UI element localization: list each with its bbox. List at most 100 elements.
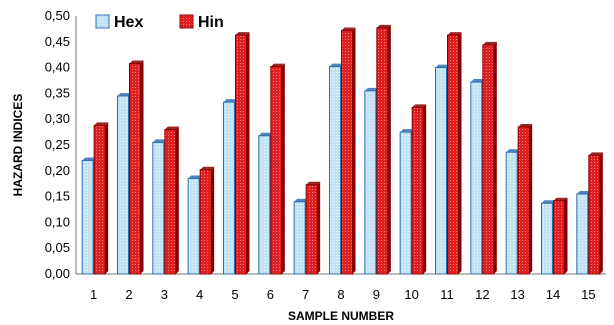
bar-top: [541, 200, 556, 204]
bar-top: [412, 104, 427, 108]
x-tick-label: 12: [475, 287, 489, 302]
y-tick-labels: 0,00 0,05 0,10 0,15 0,20 0,25 0,30 0,35 0,40 0,45…: [45, 8, 70, 281]
bar-side: [246, 32, 250, 275]
bar-hin-10: [411, 104, 427, 275]
x-tick-label: 7: [302, 287, 309, 302]
bar-front: [293, 201, 306, 275]
bar-front: [541, 202, 553, 275]
bar-hin-14: [553, 197, 568, 275]
x-tick-label: 8: [337, 287, 344, 302]
bar-top: [329, 63, 344, 67]
bar-top: [447, 32, 462, 36]
bar-front: [93, 124, 106, 275]
bar-front: [187, 178, 200, 275]
bar-front: [553, 200, 565, 275]
y-tick-label: 0,00: [45, 266, 70, 281]
x-tick-label: 14: [546, 287, 560, 302]
bar-hin-12: [482, 41, 497, 275]
bar-side: [529, 123, 533, 274]
bar-front: [482, 44, 495, 275]
bar-top: [518, 123, 533, 127]
legend-swatch-hin: [179, 14, 194, 29]
bar-front: [129, 62, 141, 275]
x-tick-label: 11: [440, 287, 454, 302]
x-tick-label: 4: [196, 287, 203, 302]
bar-top: [270, 63, 285, 67]
bar-front: [81, 159, 94, 275]
bar-top: [152, 139, 167, 143]
bar-side: [140, 60, 144, 274]
bar-side: [281, 63, 285, 275]
bar-side: [105, 122, 109, 274]
bar-side: [352, 27, 356, 275]
x-tick-label: 13: [510, 287, 524, 302]
bar-top: [435, 64, 450, 68]
bar-top: [129, 60, 144, 64]
bar-top: [306, 181, 321, 185]
bar-front: [341, 29, 353, 275]
bars: [81, 24, 603, 275]
bar-front: [270, 66, 283, 275]
y-tick-label: 0,45: [45, 34, 70, 49]
bar-front: [588, 154, 601, 275]
bar-front: [376, 27, 389, 275]
y-tick-label: 0,25: [45, 137, 70, 152]
y-tick-label: 0,20: [45, 163, 70, 178]
bar-hin-8: [341, 27, 356, 275]
x-tick-label: 3: [161, 287, 168, 302]
x-axis-title: SAMPLE NUMBER: [288, 309, 394, 323]
bar-hin-4: [199, 166, 215, 275]
bar-front: [305, 184, 318, 275]
bar-front: [505, 151, 518, 275]
bar-front: [199, 169, 212, 275]
y-tick-label: 0,50: [45, 8, 70, 23]
bar-top: [294, 198, 309, 202]
bar-side: [493, 41, 497, 275]
bar-front: [223, 101, 235, 275]
bar-front: [435, 67, 447, 275]
y-axis-title: HAZARD INDICES: [11, 94, 25, 197]
y-tick-label: 0,40: [45, 60, 70, 75]
bar-top: [364, 87, 379, 91]
x-tick-label: 2: [125, 287, 132, 302]
bar-side: [317, 181, 321, 274]
bar-front: [411, 106, 424, 275]
legend-label-hin: Hin: [198, 14, 224, 31]
bar-hin-7: [305, 181, 321, 275]
x-tick-label: 10: [404, 287, 418, 302]
x-tick-label: 6: [267, 287, 274, 302]
bar-top: [200, 166, 215, 170]
bar-hin-5: [235, 32, 250, 275]
bar-top: [258, 132, 273, 136]
bar-top: [376, 24, 391, 28]
bar-top: [235, 32, 250, 36]
bar-top: [223, 99, 238, 103]
bar-front: [152, 141, 165, 275]
bar-front: [258, 135, 271, 275]
bar-hin-3: [164, 126, 179, 275]
bar-front: [470, 81, 483, 275]
bar-front: [235, 34, 247, 275]
bar-side: [599, 152, 603, 274]
bar-front: [164, 129, 177, 275]
bar-top: [588, 152, 603, 156]
bar-top: [482, 41, 497, 45]
y-tick-label: 0,05: [45, 240, 70, 255]
bar-hin-1: [93, 122, 109, 275]
x-tick-label: 15: [581, 287, 595, 302]
bar-hin-6: [270, 63, 285, 275]
y-tick-label: 0,30: [45, 111, 70, 126]
y-tick-label: 0,35: [45, 85, 70, 100]
legend-swatch-hex: [95, 14, 110, 29]
bar-side: [423, 104, 427, 274]
bar-top: [506, 149, 521, 153]
bar-hin-15: [588, 152, 603, 275]
bar-hin-11: [447, 32, 462, 275]
x-tick-label: 5: [231, 287, 238, 302]
bar-top: [553, 197, 568, 201]
bar-front: [576, 193, 589, 275]
bar-side: [211, 166, 215, 274]
bar-side: [458, 32, 462, 275]
